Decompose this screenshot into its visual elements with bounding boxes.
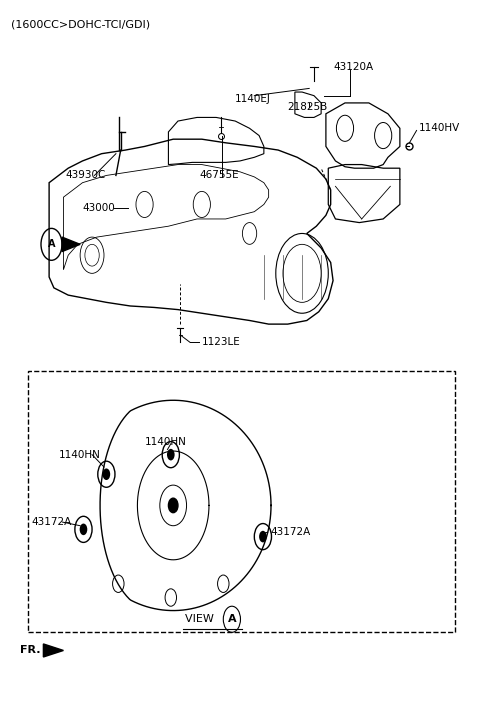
Text: 1140EJ: 1140EJ bbox=[235, 95, 271, 104]
Circle shape bbox=[80, 523, 87, 535]
Text: FR.: FR. bbox=[21, 646, 41, 655]
Text: 1140HN: 1140HN bbox=[144, 437, 186, 446]
Text: 1123LE: 1123LE bbox=[202, 337, 240, 347]
Text: 43172A: 43172A bbox=[270, 527, 310, 537]
Text: 1140HN: 1140HN bbox=[59, 450, 100, 459]
Circle shape bbox=[167, 449, 175, 460]
Text: 46755E: 46755E bbox=[199, 170, 239, 181]
Text: VIEW: VIEW bbox=[185, 614, 217, 625]
Text: 43120A: 43120A bbox=[333, 62, 373, 71]
Text: 1140HV: 1140HV bbox=[419, 123, 460, 133]
Circle shape bbox=[103, 468, 110, 480]
Polygon shape bbox=[62, 237, 80, 252]
Text: 43000: 43000 bbox=[83, 203, 115, 213]
Text: A: A bbox=[48, 240, 55, 249]
Circle shape bbox=[168, 498, 178, 513]
Text: 21825B: 21825B bbox=[288, 101, 328, 111]
Text: 43172A: 43172A bbox=[32, 517, 72, 527]
Text: 43930C: 43930C bbox=[66, 170, 106, 181]
Polygon shape bbox=[43, 644, 63, 657]
Text: A: A bbox=[228, 614, 236, 625]
Text: (1600CC>DOHC-TCI/GDI): (1600CC>DOHC-TCI/GDI) bbox=[11, 20, 150, 30]
Circle shape bbox=[259, 531, 267, 542]
